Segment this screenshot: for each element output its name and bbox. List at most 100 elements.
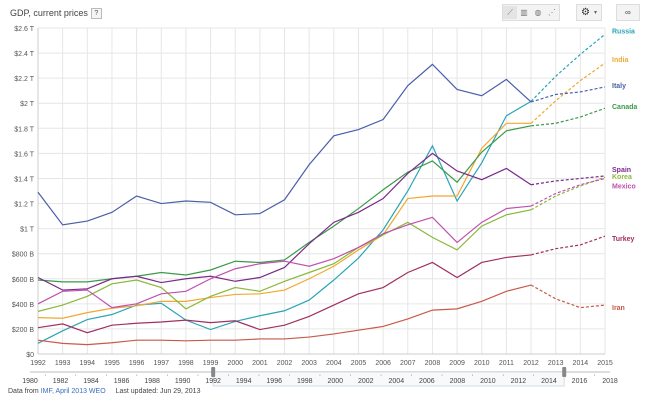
y-tick-label: $1.8 T [14,126,34,133]
chevron-down-icon: ▾ [593,10,597,16]
legend-label-turkey[interactable]: Turkey [612,236,635,243]
slider-tick-label: 2000 [327,378,343,385]
x-tick-label: 2006 [375,360,391,367]
y-tick-label: $2.6 T [14,26,34,33]
slider-tick-label: 1988 [144,378,160,385]
y-tick-label: $1.2 T [14,202,34,209]
y-tick-label: $2.2 T [14,76,34,83]
series-projection-turkey [530,235,606,256]
x-tick-label: 2005 [351,360,367,367]
slider-tick-label: 1986 [114,378,130,385]
series-projection-russia [530,33,606,102]
slider-minor-tick: ' [75,375,76,381]
last-updated: Last updated: Jun 29, 2013 [115,388,201,395]
help-icon[interactable]: ? [90,8,102,20]
slider-tick-label: 2018 [602,378,618,385]
slider-handle-start[interactable] [211,367,216,377]
y-tick-label: $600 B [12,277,35,284]
slider-tick-label: 1994 [236,378,252,385]
y-tick-label: $800 B [12,252,35,259]
series-projection-iran [530,284,606,309]
gear-icon: ⚙ [581,7,590,18]
x-tick-label: 1997 [153,360,169,367]
series-line-italy [37,63,532,226]
chart-title: GDP, current prices? [10,8,102,20]
slider-tick-label: 2010 [480,378,496,385]
x-tick-label: 2010 [474,360,490,367]
slider-minor-tick: ' [442,375,443,381]
slider-tick-label: 1998 [297,378,313,385]
slider-handle-end[interactable] [562,367,567,377]
slider-minor-tick: ' [411,375,412,381]
slider-minor-tick: ' [258,375,259,381]
series-line-spain [37,152,532,291]
link-icon: ∞ [625,8,631,17]
slider-minor-tick: ' [503,375,504,381]
series-projection-india [530,62,606,124]
scatter-chart-icon[interactable]: ⋰ [548,8,556,17]
legend-label-india[interactable]: India [612,57,628,64]
link-button[interactable]: ∞ [616,4,640,21]
slider-minor-tick: ' [380,375,381,381]
y-tick-label: $1.4 T [14,176,34,183]
x-tick-label: 1999 [203,360,219,367]
x-tick-label: 2009 [449,360,465,367]
slider-tick-label: 1982 [53,378,69,385]
source-link[interactable]: IMF, April 2013 WEO [40,388,106,395]
slider-minor-tick: ' [472,375,473,381]
legend-label-iran[interactable]: Iran [612,305,625,312]
x-tick-label: 1993 [55,360,71,367]
line-chart-icon[interactable]: ⟋ [503,6,517,19]
series-line-turkey [37,254,532,334]
slider-minor-tick: ' [167,375,168,381]
settings-button[interactable]: ⚙ ▾ [576,4,602,21]
series-projection-canada [530,107,606,127]
slider-tick-label: 2016 [572,378,588,385]
x-tick-label: 1994 [80,360,96,367]
series-line-mexico [37,205,532,309]
series-line-korea [37,209,532,312]
x-tick-label: 1998 [178,360,194,367]
x-tick-label: 2012 [523,360,539,367]
slider-tick-label: 2004 [389,378,405,385]
slider-minor-tick: ' [564,375,565,381]
map-icon[interactable]: ◍ [534,8,542,17]
slider-tick-label: 1980 [22,378,38,385]
series-line-india [37,122,532,319]
slider-minor-tick: ' [319,375,320,381]
slider-minor-tick: ' [136,375,137,381]
x-tick-label: 2011 [499,360,514,367]
slider-minor-tick: ' [350,375,351,381]
slider-minor-tick: ' [45,375,46,381]
slider-minor-tick: ' [228,375,229,381]
slider-tick-label: 2002 [358,378,374,385]
legend-label-canada[interactable]: Canada [612,104,637,111]
x-tick-label: 1992 [30,360,46,367]
slider-tick-label: 1990 [175,378,191,385]
legend-label-korea[interactable]: Korea [612,174,632,181]
x-tick-label: 2008 [425,360,441,367]
slider-tick-label: 2012 [511,378,527,385]
y-tick-label: $1 T [20,227,35,234]
slider-selected-range[interactable] [212,371,565,387]
legend-label-russia[interactable]: Russia [612,28,635,35]
y-tick-label: $0 [26,352,34,359]
legend-label-italy[interactable]: Italy [612,83,626,90]
legend-label-mexico[interactable]: Mexico [612,183,636,190]
slider-tick-label: 1996 [266,378,282,385]
slider-minor-tick: ' [197,375,198,381]
slider-tick-label: 1984 [83,378,99,385]
x-tick-label: 2000 [227,360,243,367]
x-tick-label: 2013 [548,360,564,367]
series-projection-spain [530,175,606,186]
slider-minor-tick: ' [594,375,595,381]
series-line-russia [37,100,532,344]
x-tick-label: 1995 [104,360,120,367]
series-projection-korea [530,176,606,211]
slider-tick-label: 2014 [541,378,557,385]
y-tick-label: $200 B [12,327,35,334]
x-tick-label: 2014 [573,360,589,367]
bar-chart-icon[interactable]: ▥ [520,8,528,17]
legend-label-spain[interactable]: Spain [612,167,631,174]
